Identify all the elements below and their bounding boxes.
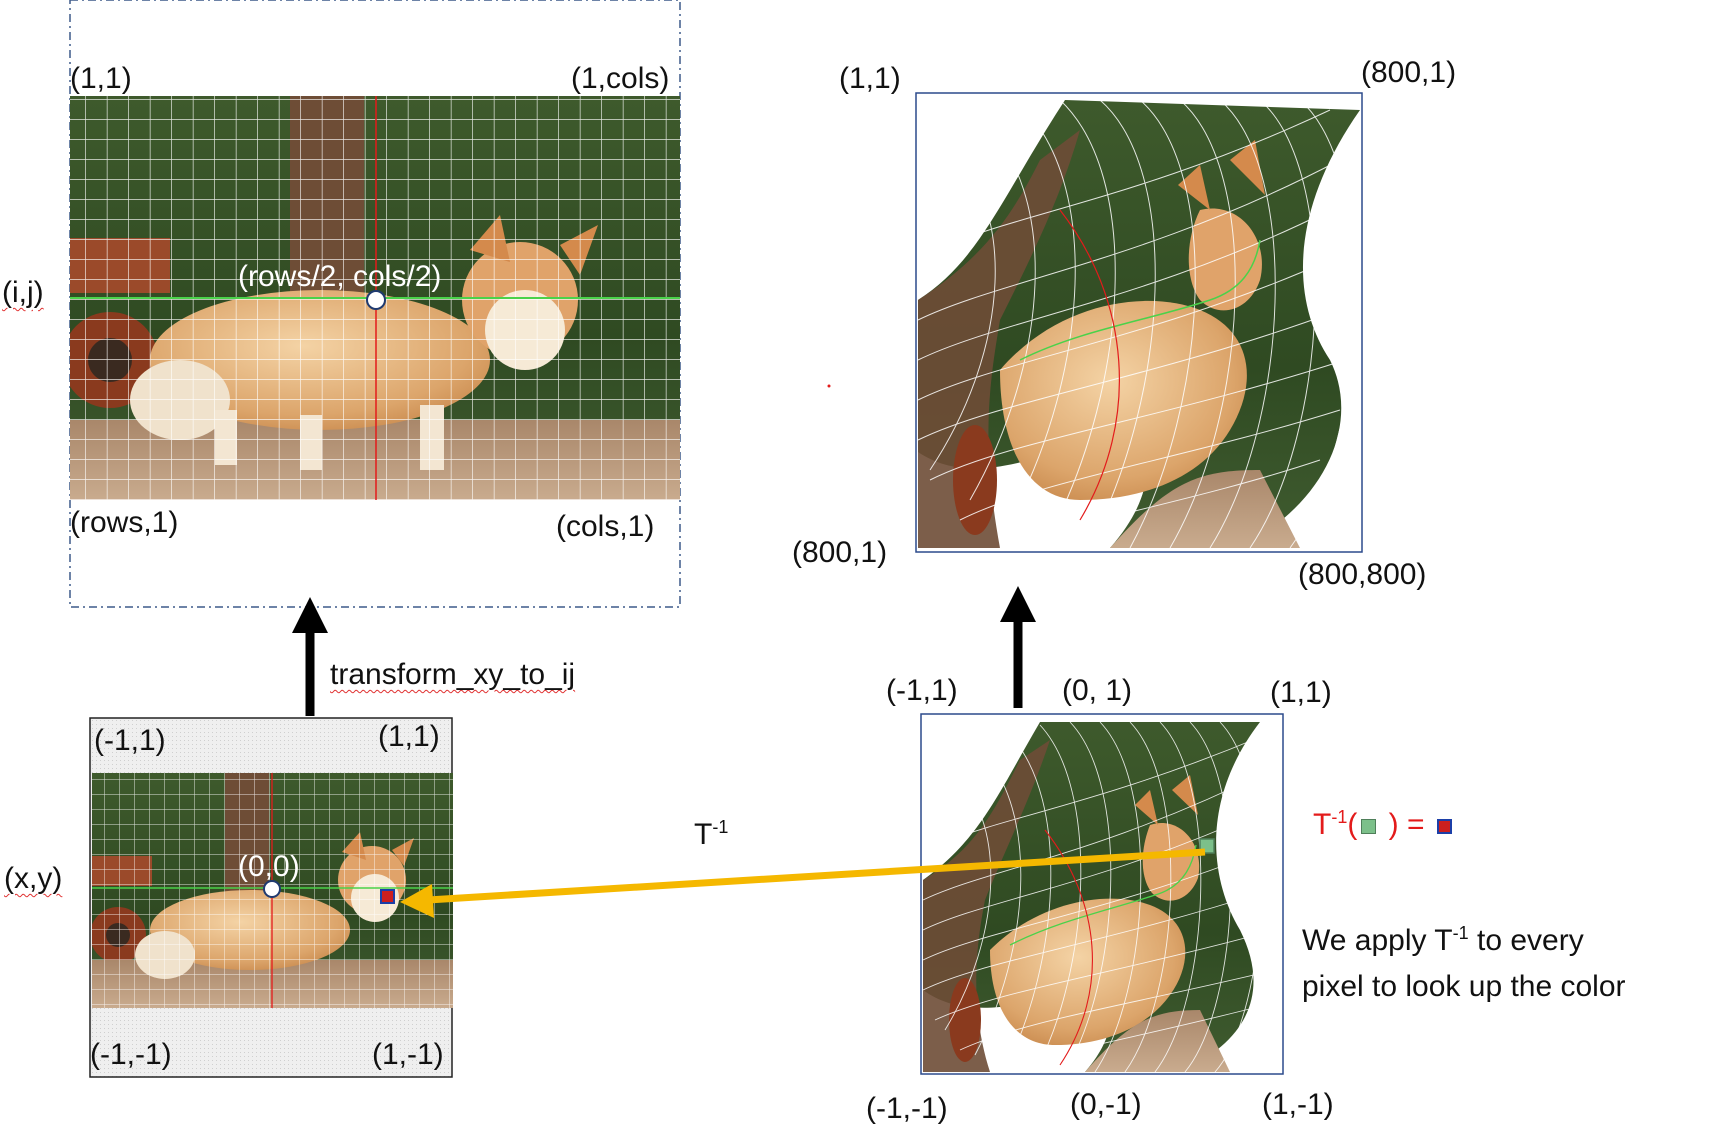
warped-xy-bottom-left-label: (-1,-1) — [866, 1092, 948, 1125]
warped-image-xy — [922, 721, 1276, 1073]
ij-top-right-label: (1,cols) — [571, 62, 670, 95]
inverse-equation: T-1( ) = — [1313, 807, 1456, 841]
note-line-2: pixel to look up the color — [1302, 970, 1626, 1003]
xy-bottom-right-label: (1,-1) — [372, 1038, 444, 1071]
xy-top-right-label: (1,1) — [378, 720, 440, 753]
equation-sup: -1 — [1331, 807, 1348, 827]
inverse-label-base: T — [694, 818, 713, 851]
green-square-icon — [1361, 818, 1377, 834]
warped-bottom-right-label: (800,800) — [1298, 558, 1427, 591]
inverse-arrowhead — [400, 884, 434, 918]
ij-bottom-right-label: (cols,1) — [556, 510, 655, 543]
warped-xy-top-right-label: (1,1) — [1270, 676, 1332, 709]
ij-center-marker — [366, 290, 386, 310]
xy-bottom-left-label: (-1,-1) — [90, 1038, 172, 1071]
red-square-icon — [1436, 818, 1452, 834]
ij-axis-label: (i,j) — [2, 276, 44, 309]
inverse-label: T-1 — [694, 817, 729, 851]
xy-center-marker — [263, 880, 281, 898]
target-pixel-red — [380, 889, 395, 904]
note-line-1a: We apply T — [1302, 924, 1453, 957]
xy-center-label: (0,0) — [238, 850, 300, 883]
ij-center-label: (rows/2, cols/2) — [238, 260, 442, 293]
inverse-arrow — [427, 848, 1206, 904]
warped-image-output — [917, 99, 1360, 549]
inverse-label-sup: -1 — [712, 817, 729, 837]
equation-prefix: T — [1313, 808, 1332, 841]
warped-top-right-label: (800,1) — [1361, 56, 1457, 89]
transform-label: transform_xy_to_ij — [330, 658, 576, 691]
warped-xy-bottom-right-label: (1,-1) — [1262, 1088, 1334, 1121]
ij-bottom-left-label: (rows,1) — [70, 506, 179, 539]
note-line-1b: to every — [1468, 924, 1584, 957]
note-line-1: We apply T-1 to every — [1302, 923, 1584, 957]
equation-middle: ) = — [1380, 808, 1433, 841]
warped-top-left-label: (1,1) — [839, 62, 901, 95]
equation-open: ( — [1347, 808, 1358, 841]
xy-top-left-label: (-1,1) — [94, 724, 166, 757]
warped-bottom-left-label: (800,1) — [792, 536, 888, 569]
warped-xy-top-center-label: (0, 1) — [1062, 674, 1133, 707]
stray-red-dot — [827, 384, 831, 388]
warped-xy-bottom-center-label: (0,-1) — [1070, 1088, 1142, 1121]
warped-xy-top-left-label: (-1,1) — [886, 674, 958, 707]
xy-axis-label: (x,y) — [4, 862, 63, 895]
note-sup: -1 — [1452, 923, 1469, 943]
ij-top-left-label: (1,1) — [70, 62, 132, 95]
